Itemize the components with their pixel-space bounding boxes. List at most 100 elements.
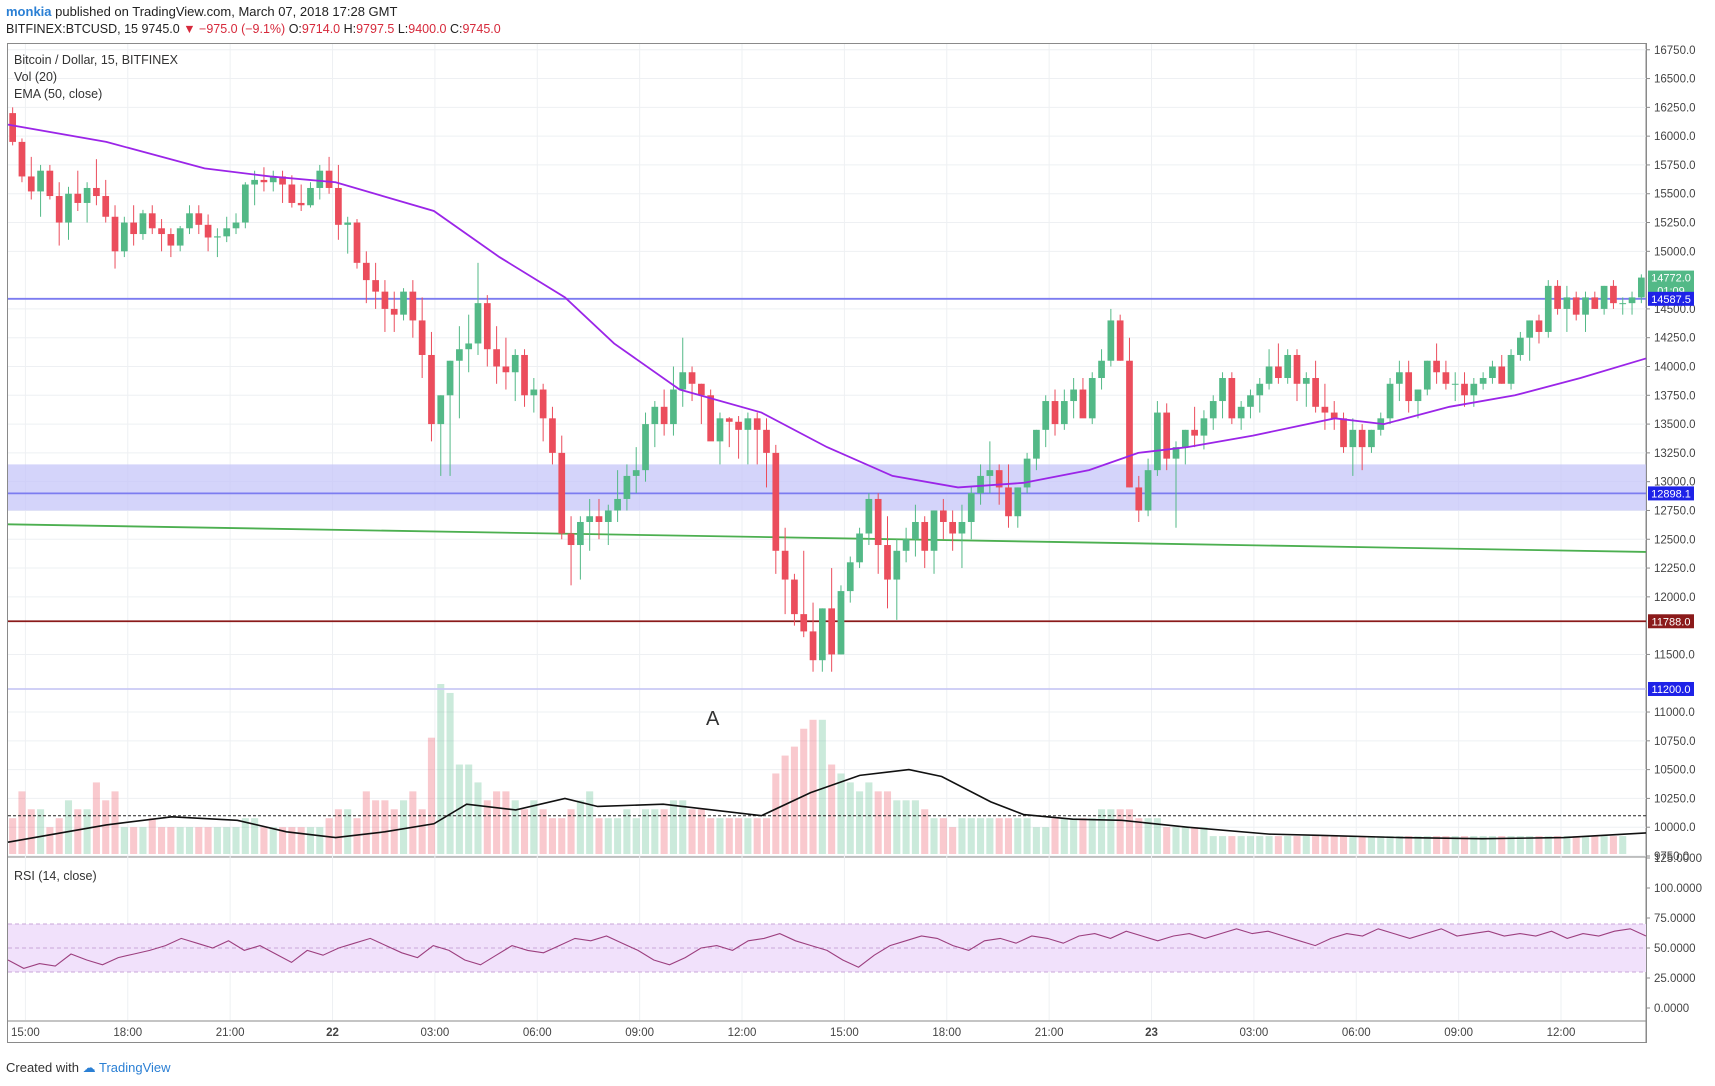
candle-down: [1191, 429, 1198, 436]
candle-down: [949, 521, 956, 534]
volume-bar: [744, 818, 752, 854]
volume-bar: [902, 800, 910, 854]
volume-bar: [102, 800, 110, 854]
volume-bar: [707, 818, 715, 854]
time-tick-label: 23: [1145, 1027, 1158, 1039]
volume-bar: [1060, 818, 1068, 854]
candle-up: [818, 608, 826, 661]
volume-bar: [1209, 836, 1217, 854]
candle-up: [120, 222, 128, 252]
candle-up: [1396, 372, 1403, 384]
volume-bar: [400, 800, 408, 854]
volume-bar: [623, 809, 631, 854]
candle-up: [846, 562, 854, 592]
candle-up: [670, 389, 677, 425]
candle-up: [837, 591, 845, 655]
candle-down: [688, 372, 696, 384]
candle-down: [1610, 285, 1617, 304]
candle-up: [1507, 354, 1515, 384]
volume-bar: [18, 791, 26, 854]
candle-down: [1312, 378, 1319, 407]
volume-bar: [1572, 836, 1580, 854]
price-tick-label: 15500.0: [1654, 189, 1696, 201]
candle-down: [93, 187, 100, 197]
candle-up: [1219, 378, 1226, 402]
volume-bar: [911, 800, 919, 854]
volume-bar: [27, 809, 35, 854]
volume-bar: [1088, 818, 1096, 854]
candle-down: [362, 262, 370, 281]
candle-down: [1498, 366, 1506, 384]
time-tick-label: 21:00: [1035, 1027, 1064, 1039]
candle-up: [1628, 297, 1636, 304]
volume-bar: [251, 818, 259, 854]
candle-down: [763, 429, 770, 453]
volume-bar: [1014, 818, 1022, 854]
volume-bar: [1498, 836, 1506, 854]
price-tick-label: 11500.0: [1654, 649, 1695, 661]
footer-brand[interactable]: TradingView: [99, 1060, 171, 1075]
author-link[interactable]: monkia: [6, 4, 52, 19]
volume-bar: [176, 827, 184, 854]
candle-down: [1321, 406, 1329, 413]
rsi-tick-label: 125.0000: [1654, 853, 1702, 865]
time-tick-label: 06:00: [523, 1027, 552, 1039]
volume-bar: [520, 809, 529, 854]
candle-up: [1489, 366, 1496, 379]
tradingview-logo-icon[interactable]: ☁: [82, 1060, 96, 1075]
candle-down: [1572, 297, 1580, 315]
volume-bar: [1526, 836, 1534, 854]
candle-up: [446, 360, 454, 396]
candle-down: [74, 193, 82, 203]
volume-bar: [1237, 836, 1245, 854]
candle-down: [148, 213, 156, 229]
candle-down: [753, 418, 761, 430]
candle-up: [37, 170, 44, 192]
candle-down: [874, 498, 882, 546]
volume-bar: [1563, 836, 1571, 854]
candle-up: [1526, 320, 1534, 338]
price-tick-label: 12500.0: [1654, 534, 1696, 546]
candle-down: [409, 291, 417, 321]
time-tick-label: 15:00: [830, 1027, 859, 1039]
candle-down: [1340, 418, 1347, 448]
candle-up: [902, 539, 910, 551]
price-change: ▼ −975.0 (−9.1%): [183, 22, 286, 36]
candle-up: [269, 176, 277, 183]
time-tick-label: 03:00: [1240, 1027, 1269, 1039]
candle-down: [483, 303, 491, 350]
candle-up: [958, 521, 966, 534]
candle-up: [65, 193, 72, 223]
volume-bar: [1098, 809, 1106, 854]
candle-down: [791, 579, 798, 615]
candle-up: [1033, 429, 1040, 459]
candle-up: [307, 187, 314, 206]
volume-ma-line: [7, 768, 1647, 843]
volume-bar: [1358, 836, 1366, 854]
support-zone: [8, 464, 1646, 511]
candle-down: [204, 224, 212, 238]
time-tick-label: 18:00: [932, 1027, 961, 1039]
volume-bar: [213, 827, 221, 854]
volume-bar: [297, 827, 305, 854]
volume-bar: [1163, 827, 1171, 854]
candle-up: [232, 222, 240, 229]
candle-down: [27, 176, 35, 192]
candle-up: [865, 498, 873, 534]
candle-up: [1070, 389, 1077, 402]
candle-down: [595, 516, 603, 522]
candle-down: [567, 533, 575, 546]
candle-down: [195, 213, 203, 225]
volume-bar: [958, 818, 966, 854]
candle-up: [986, 470, 994, 476]
volume-bar: [1414, 836, 1422, 854]
volume-bar: [1600, 836, 1608, 854]
rsi-line: [7, 928, 1647, 969]
time-tick-label: 15:00: [11, 1027, 40, 1039]
candle-up: [651, 406, 659, 425]
close-value: 9745.0: [462, 22, 501, 36]
candle-down: [381, 291, 389, 309]
time-tick-label: 09:00: [1444, 1027, 1473, 1039]
volume-bar: [1312, 836, 1320, 854]
